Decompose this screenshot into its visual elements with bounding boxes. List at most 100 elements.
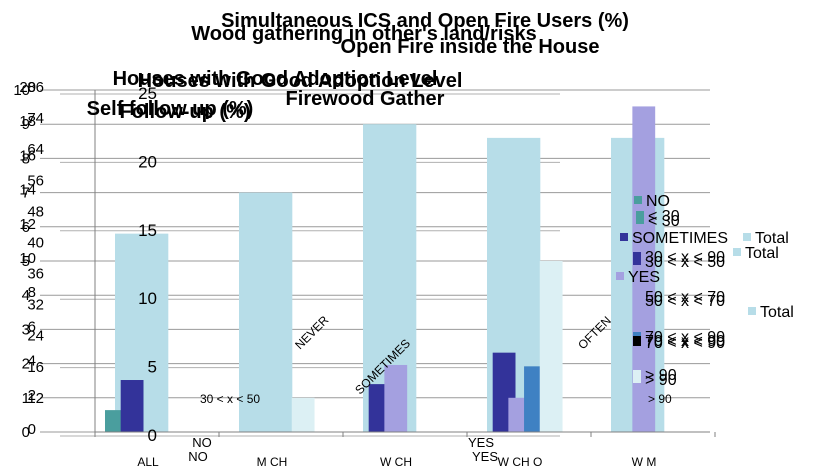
x-tick-label: W M: [632, 455, 657, 469]
x-tick-label: NEVER: [292, 313, 331, 352]
legend-label: 70 < x < 90: [645, 329, 725, 346]
legend-label: Total: [760, 304, 794, 321]
chart-title: Open Fire inside the House: [341, 36, 600, 58]
legend-label: < 30: [648, 208, 680, 225]
y-tick-label: 6: [22, 219, 30, 236]
legend-label: > 90: [645, 367, 677, 384]
y-tick-label: 36: [27, 266, 44, 283]
y-tick-label: 7: [22, 185, 30, 202]
legend-swatch: [636, 216, 644, 224]
legend-label: 50 < x < 70: [645, 293, 725, 310]
legend-swatch: [633, 370, 641, 378]
y-tick-label: 16: [27, 359, 44, 376]
legend-label: SOMETIMES: [632, 230, 728, 247]
y-tick-label: 2: [22, 356, 30, 373]
chart-subtitle: Follow-up (%): [119, 101, 250, 123]
chart-title: Simultaneous ICS and Open Fire Users (%): [221, 10, 629, 32]
y-tick-label: 0: [22, 424, 30, 441]
y-tick-label: 1: [22, 390, 30, 407]
bar: [632, 106, 656, 432]
legend-swatch: [636, 211, 644, 219]
y-tick-label: 10: [13, 82, 30, 99]
y-tick-label: 9: [22, 116, 30, 133]
legend-swatch: [633, 257, 641, 265]
legend-label: YES: [628, 269, 660, 286]
y-tick-label: 32: [27, 297, 44, 314]
legend-swatch: [634, 196, 642, 204]
chart-subtitle: Houses with Good Adoption Level: [113, 68, 438, 90]
legend-swatch: [616, 272, 624, 280]
legend-swatch: [733, 248, 741, 256]
y-tick-label: 10: [138, 289, 157, 308]
legend-swatch: [633, 375, 641, 383]
legend-swatch: [620, 233, 628, 241]
y-tick-label: 16: [19, 147, 36, 164]
y-tick-label: 24: [27, 328, 44, 345]
y-tick-label: 12: [27, 390, 44, 407]
legend-label: 70 < x < 90: [645, 335, 725, 352]
y-tick-label: 40: [27, 234, 44, 251]
bar: [539, 261, 563, 432]
y-tick-label: 56: [27, 172, 44, 189]
y-tick-label: 25: [138, 84, 157, 103]
legend-swatch: [633, 252, 641, 260]
legend-label: Total: [745, 245, 779, 262]
y-tick-label: 86: [27, 79, 44, 96]
bar: [239, 192, 293, 432]
legend-label: 70 < x < 90: [645, 333, 725, 350]
x-tick-label: W CH: [380, 455, 412, 469]
legend-label: > 90: [645, 372, 677, 389]
chart-subtitle: Firewood Gather: [286, 88, 445, 110]
y-tick-label: 64: [27, 141, 44, 158]
y-tick-label: 5: [22, 253, 30, 270]
x-tick-label: NO: [188, 449, 208, 464]
tick-labels: 0123456789100246810121416182005101520251…: [13, 79, 157, 445]
legend-label: NO: [646, 193, 670, 210]
y-tick-label: 20: [19, 79, 36, 96]
chart-subtitle: Houses with Good Adoption Level: [138, 70, 463, 92]
y-tick-label: 14: [19, 182, 36, 199]
range-label: > 90: [648, 392, 672, 406]
legend-label: Total: [755, 230, 789, 247]
x-tick-label: YES: [472, 449, 498, 464]
chart-subtitle: Self follow up (%): [87, 98, 254, 120]
y-tick-label: 0: [148, 426, 157, 445]
x-tick-label: OFTEN: [575, 313, 614, 352]
legend-swatch: [743, 233, 751, 241]
y-tick-label: 74: [27, 110, 44, 127]
x-tick-label: M CH: [257, 455, 288, 469]
bar: [120, 380, 144, 432]
y-tick-label: 10: [19, 250, 36, 267]
y-tick-label: 4: [22, 287, 30, 304]
legend-label: 30 < x < 90: [645, 249, 725, 266]
y-tick-label: 3: [22, 321, 30, 338]
axes: [94, 90, 716, 437]
bar: [291, 397, 315, 432]
y-tick-label: 6: [28, 318, 36, 335]
legend-swatch: [633, 296, 641, 304]
range-label: 30 < x < 50: [200, 392, 260, 406]
x-tick-label: W CH O: [498, 455, 543, 469]
y-tick-label: 8: [28, 284, 36, 301]
y-tick-label: 48: [27, 203, 44, 220]
y-tick-label: 4: [28, 353, 36, 370]
legend-swatch: [633, 338, 641, 346]
y-tick-label: 0: [28, 421, 36, 438]
y-tick-label: 8: [22, 150, 30, 167]
legend-label: 50 < x < 70: [645, 289, 725, 306]
y-tick-label: 12: [19, 216, 36, 233]
legend-swatch: [748, 307, 756, 315]
x-tick-label: YES: [468, 435, 494, 450]
bar: [384, 364, 408, 432]
x-tick-label: NO: [192, 435, 212, 450]
y-tick-label: 20: [138, 152, 157, 171]
y-tick-label: 2: [28, 387, 36, 404]
y-tick-label: 15: [138, 221, 157, 240]
legend-label: 30 < x < 50: [645, 254, 725, 271]
legend-label: < 30: [648, 213, 680, 230]
titles: Simultaneous ICS and Open Fire Users (%)…: [87, 10, 629, 123]
chart-title: Wood gathering in other's land/risks: [191, 23, 537, 45]
x-tick-label: ALL: [137, 455, 159, 469]
